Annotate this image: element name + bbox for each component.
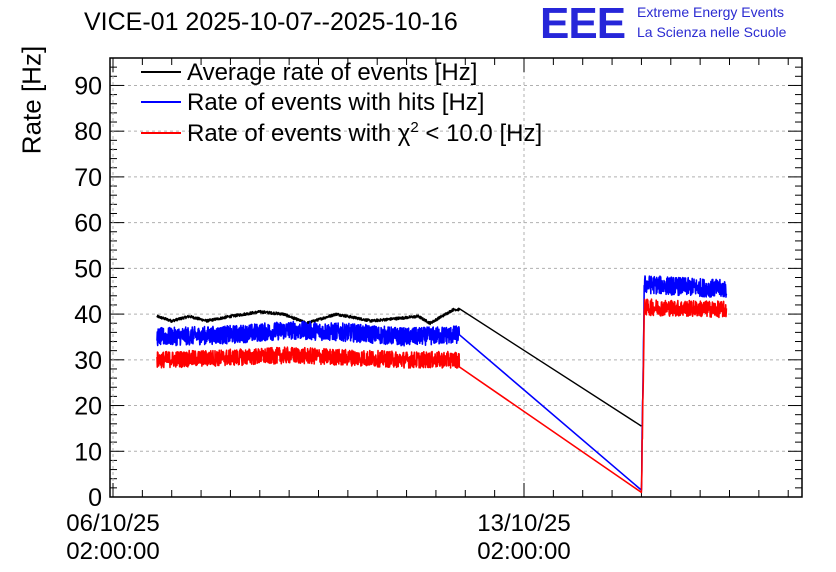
logo-line-1: Extreme Energy Events [637,4,785,20]
series-line-1 [156,275,728,491]
y-tick-label-0: 0 [88,484,102,512]
eee-logo: EEE [540,0,626,48]
y-tick-label-3: 30 [74,347,102,375]
y-tick-label-2: 20 [74,393,102,421]
x-tick-date-1: 13/10/25 [477,510,571,537]
y-tick-label-5: 50 [74,255,102,283]
x-tick-label-0: 06/10/25 02:00:00 [66,510,159,566]
legend-entry-average: Average rate of events [Hz] [187,59,478,86]
legend-entry-chi2: Rate of events with χ2 < 10.0 [Hz] [187,120,542,148]
logo-line-2: La Scienza nelle Scuole [637,24,787,40]
x-tick-date-0: 06/10/25 [66,510,160,537]
series-line-2 [156,298,728,494]
legend-entry-hits: Rate of events with hits [Hz] [187,89,485,116]
x-tick-time-1: 02:00:00 [477,538,571,565]
y-tick-label-7: 70 [74,164,102,192]
y-tick-label-1: 10 [74,438,102,466]
y-tick-label-6: 60 [74,210,102,238]
y-tick-label-9: 90 [74,72,102,100]
x-tick-label-1: 13/10/25 02:00:00 [477,510,570,566]
series-line-0 [156,307,642,427]
x-tick-time-0: 02:00:00 [66,538,160,565]
legend-chi2-prefix: Rate of events with χ [187,120,411,147]
legend-chi2-suffix: < 10.0 [Hz] [418,120,543,147]
chart-title: VICE-01 2025-10-07--2025-10-16 [84,8,458,36]
y-tick-label-8: 80 [74,118,102,146]
legend-chi2-sup: 2 [410,119,419,136]
y-tick-label-4: 40 [74,301,102,329]
